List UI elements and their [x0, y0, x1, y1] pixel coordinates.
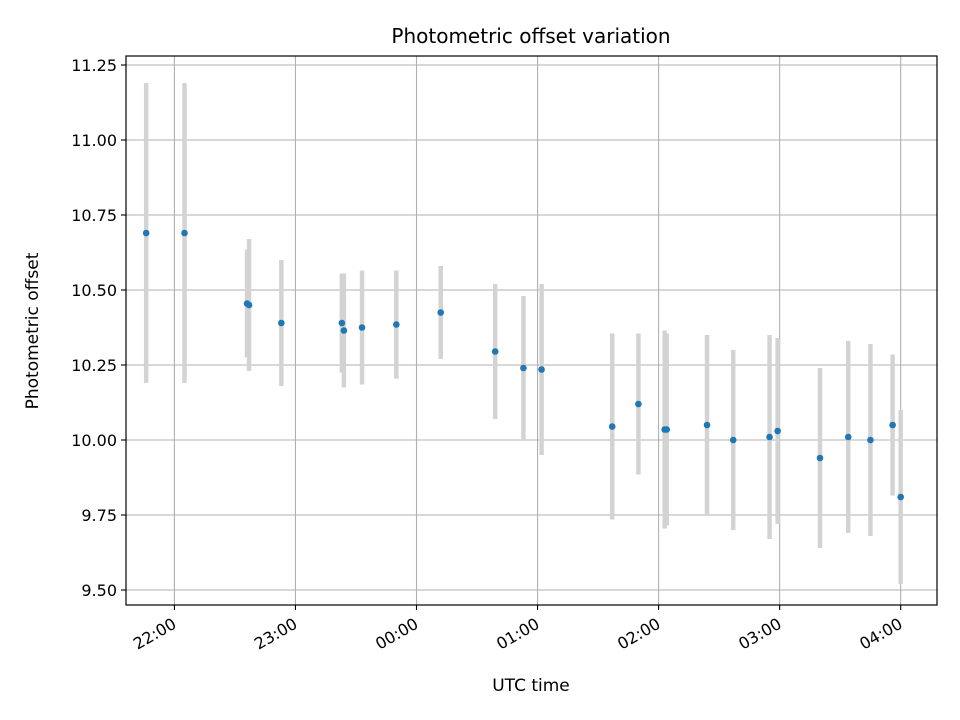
y-axis-label: Photometric offset	[23, 252, 43, 409]
data-point	[816, 454, 824, 462]
data-point	[358, 324, 366, 331]
data-points	[142, 229, 904, 501]
y-tick-label: 10.50	[71, 281, 117, 300]
y-tick-label: 10.75	[71, 206, 117, 225]
y-tick-label: 10.25	[71, 356, 117, 375]
y-axis-ticks: 9.50 9.75 10.00 10.25 10.50 10.75 11.00 11.25	[71, 56, 126, 600]
data-point	[897, 493, 904, 501]
y-tick-label: 11.00	[71, 131, 117, 150]
data-point	[278, 319, 285, 327]
y-tick-label: 9.50	[81, 581, 117, 600]
plot-frame	[125, 55, 938, 606]
x-axis-label: UTC time	[492, 676, 570, 696]
data-point	[663, 426, 670, 433]
data-point	[867, 436, 874, 444]
data-point	[491, 348, 499, 355]
data-point	[245, 301, 253, 309]
grid-lines	[126, 56, 937, 605]
data-point	[766, 433, 773, 441]
chart-title: Photometric offset variation	[391, 24, 670, 48]
data-point	[338, 319, 346, 327]
data-point	[437, 309, 445, 316]
data-point	[538, 366, 545, 373]
data-point	[393, 321, 400, 328]
data-point	[774, 427, 781, 435]
data-point	[608, 423, 616, 430]
data-point	[520, 364, 527, 372]
data-point	[889, 421, 896, 429]
data-point	[635, 400, 642, 408]
data-point	[340, 327, 348, 334]
y-tick-label: 9.75	[81, 506, 117, 525]
data-point	[703, 421, 711, 429]
y-tick-label: 11.25	[71, 56, 117, 75]
y-tick-label: 10.00	[71, 431, 117, 450]
data-point	[729, 436, 737, 444]
data-point	[181, 229, 188, 237]
data-point	[142, 229, 150, 237]
data-point	[844, 433, 852, 441]
